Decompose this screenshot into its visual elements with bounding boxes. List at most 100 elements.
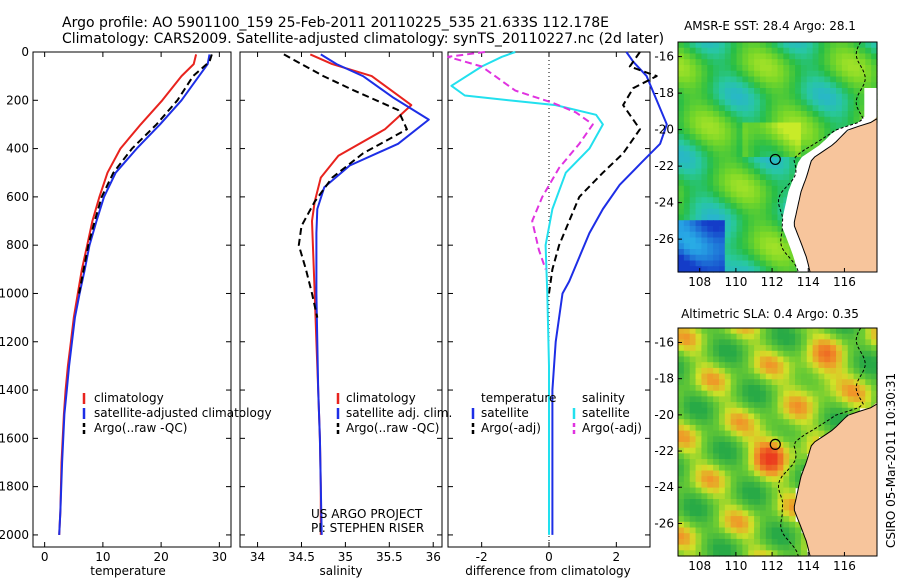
map-cell <box>754 533 761 540</box>
map-cell <box>777 93 784 101</box>
map-cell <box>754 139 761 147</box>
map-cell <box>824 419 831 426</box>
map-cell <box>724 260 732 267</box>
map-cell <box>718 47 726 55</box>
map-cell <box>678 328 685 335</box>
map-cell <box>707 191 714 198</box>
map-cell <box>707 122 714 129</box>
map-cell <box>818 116 825 124</box>
map-cell <box>795 464 802 472</box>
map-cell <box>748 254 755 262</box>
map-cell <box>713 203 720 210</box>
map-cell <box>730 145 738 152</box>
map-cell <box>736 122 743 129</box>
map-cell <box>771 362 779 369</box>
map-cell <box>713 533 720 540</box>
map-cell <box>736 249 743 256</box>
map-cell <box>818 139 825 147</box>
legend-label: satellite adj. clim. <box>346 406 452 420</box>
map-cell <box>683 203 691 210</box>
map-cell <box>701 76 708 83</box>
map-cell <box>683 424 691 432</box>
map-cell <box>795 134 802 141</box>
map-cell <box>683 442 691 449</box>
map-cell <box>754 254 761 262</box>
map-cell <box>701 174 708 181</box>
map-cell <box>806 93 814 101</box>
map-cell <box>800 88 808 95</box>
map-cell <box>683 345 691 352</box>
map-cell <box>689 390 697 397</box>
map-cell <box>730 65 738 72</box>
map-cell <box>701 499 708 506</box>
map-cell <box>695 203 703 210</box>
map-cell <box>853 88 861 95</box>
map-cell <box>678 254 685 262</box>
map-cell <box>695 430 703 437</box>
map-cell <box>742 99 749 106</box>
map-cell <box>695 476 703 483</box>
map-cell <box>847 59 855 66</box>
map-cell <box>713 487 720 494</box>
map-cell <box>818 105 825 112</box>
map-cell <box>783 407 790 415</box>
map-cell <box>718 385 726 392</box>
map-cell <box>683 521 691 529</box>
map-cell <box>678 197 685 204</box>
map-cell <box>724 504 732 511</box>
map-cell <box>730 487 738 494</box>
map-cell <box>730 385 738 392</box>
map-cell <box>759 134 767 141</box>
map-cell <box>695 162 703 170</box>
map-cell <box>830 70 837 78</box>
map-cell <box>718 510 726 517</box>
map-cell <box>713 59 720 66</box>
map-cell <box>736 533 743 540</box>
map-cell <box>754 128 761 135</box>
map-cell <box>718 53 726 60</box>
map-cell <box>730 70 738 78</box>
map-cell <box>689 385 697 392</box>
map-cell <box>754 174 761 181</box>
map-cell <box>765 493 773 500</box>
map-cell <box>765 521 773 529</box>
map-cell <box>689 442 697 449</box>
map-cell <box>689 510 697 517</box>
map-cell <box>783 367 790 375</box>
map-cell <box>689 260 697 267</box>
map-cell <box>765 231 773 239</box>
map-cell <box>713 390 720 397</box>
map-cell <box>736 116 743 124</box>
map-cell <box>689 162 697 170</box>
map-cell <box>742 111 749 118</box>
map-cell <box>754 220 761 227</box>
map-cell <box>689 453 697 460</box>
map-cell <box>812 407 820 415</box>
map-cell <box>830 93 837 101</box>
map-cell <box>748 516 755 523</box>
map-cell <box>742 413 749 420</box>
map-cell <box>695 379 703 386</box>
map-cell <box>754 499 761 506</box>
map-cell <box>748 459 755 466</box>
map-cell <box>742 226 749 233</box>
map-cell <box>724 59 732 66</box>
map-cell <box>730 105 738 112</box>
map-cell <box>724 180 732 187</box>
map-cell <box>795 402 802 409</box>
map-cell <box>713 453 720 460</box>
map-cell <box>759 174 767 181</box>
map-cell <box>724 174 732 181</box>
map-cell <box>783 139 790 147</box>
map-cell <box>771 243 779 250</box>
map-cell <box>841 385 849 392</box>
legend-label: Argo(-adj) <box>481 421 541 435</box>
map-cell <box>683 76 691 83</box>
map-cell <box>695 516 703 523</box>
map-cell <box>718 76 726 83</box>
side-stamp: CSIRO 05-Mar-2011 10:30:31 <box>884 373 898 548</box>
map-cell <box>765 197 773 204</box>
map-cell <box>812 122 820 129</box>
map-cell <box>695 53 703 60</box>
map-cell <box>718 174 726 181</box>
